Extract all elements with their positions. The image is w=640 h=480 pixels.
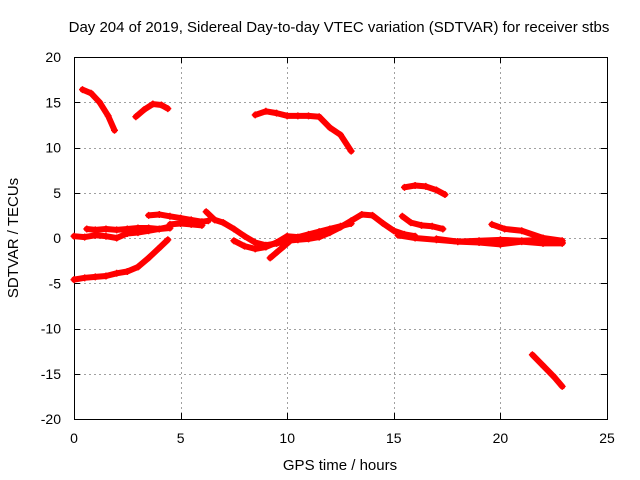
data-point	[441, 191, 449, 199]
series-arc-17	[528, 351, 566, 390]
data-point	[164, 236, 172, 244]
x-tick-label: 0	[70, 430, 78, 446]
y-tick-label: -5	[49, 275, 62, 291]
data-trace-segment	[476, 236, 504, 244]
chart-title: Day 204 of 2019, Sidereal Day-to-day VTE…	[69, 19, 610, 36]
data-point	[347, 220, 355, 228]
data-trace-segment	[454, 237, 483, 245]
series-arc-5	[83, 224, 174, 234]
y-tick-label: -15	[41, 366, 61, 382]
data-trace-segment	[433, 187, 448, 198]
data-point	[285, 238, 293, 246]
y-tick-label: 10	[45, 140, 61, 156]
x-axis-label: GPS time / hours	[283, 457, 397, 474]
y-tick-label: -20	[41, 411, 61, 427]
y-tick-label: -10	[41, 321, 61, 337]
y-axis-label: SDTVAR / TECUs	[5, 178, 22, 298]
series-arc-10	[266, 238, 293, 262]
x-tick-label: 20	[493, 430, 509, 446]
data-point	[558, 237, 566, 245]
series-arc-7	[166, 220, 206, 229]
data-point	[198, 221, 206, 229]
x-tick-label: 15	[386, 430, 402, 446]
y-tick-label: 0	[53, 230, 61, 246]
y-tick-label: 20	[45, 49, 61, 65]
data-trace-segment	[105, 112, 118, 134]
data-point	[439, 225, 447, 233]
data-point	[347, 147, 355, 155]
data-point	[111, 126, 119, 134]
data-trace-segment	[337, 131, 355, 155]
series-arc-6	[145, 210, 212, 226]
y-tick-label: 15	[45, 94, 61, 110]
y-tick-label: 5	[53, 185, 61, 201]
series-arc-2	[132, 100, 172, 121]
data-trace-segment	[412, 235, 440, 243]
series-arc-16	[488, 220, 566, 245]
axis-ticks: 0 5 10 15 20 25 -20 -15 -10 -5 0 5 10 15 20	[41, 49, 615, 446]
series-arc-1	[79, 86, 119, 134]
x-tick-label: 10	[279, 430, 295, 446]
data-trace-segment	[518, 227, 547, 241]
series-arc-9	[230, 220, 355, 253]
x-tick-label: 5	[177, 430, 185, 446]
data-trace-segment	[156, 236, 171, 251]
series-arc-3	[70, 236, 172, 284]
series-arc-13	[398, 212, 447, 233]
data-points	[70, 86, 566, 390]
data-trace-segment	[550, 373, 566, 390]
data-point	[204, 217, 212, 225]
x-tick-label: 25	[599, 430, 615, 446]
data-point	[558, 382, 566, 390]
data-trace-segment	[433, 235, 461, 245]
series-arc-12	[400, 182, 449, 199]
data-point	[164, 105, 172, 113]
data-trace-segment	[279, 238, 293, 251]
data-trace-segment	[497, 236, 525, 244]
series-arc-11	[251, 107, 355, 155]
